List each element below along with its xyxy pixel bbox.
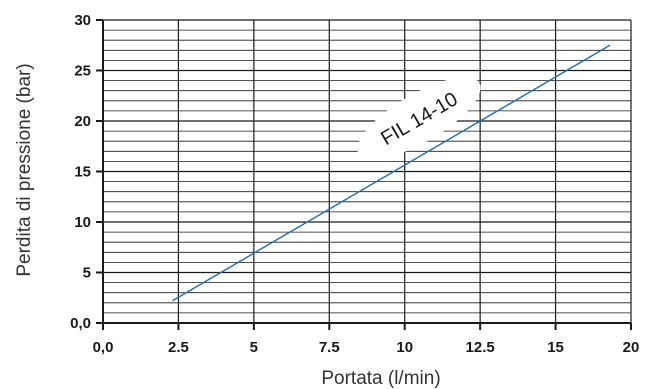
- x-tick-label: 2.5: [168, 339, 189, 356]
- x-tick-labels: 0,0 2.5 5 7.5 10 12.5 15 20: [93, 339, 640, 356]
- y-tick-label: 30: [74, 12, 91, 29]
- major-gridlines: [102, 19, 632, 324]
- x-tick-label: 5: [250, 339, 258, 356]
- y-tick-labels: 0,0 5 10 15 20 25 30: [70, 12, 91, 332]
- series-line: [172, 44, 611, 302]
- y-tick-label: 10: [74, 214, 91, 231]
- x-tick-label: 7.5: [319, 339, 340, 356]
- y-tick-label: 5: [83, 265, 91, 282]
- axes: [96, 19, 632, 330]
- x-tick-label: 10: [396, 339, 413, 356]
- y-tick-label: 25: [74, 63, 91, 80]
- y-tick-label: 20: [74, 113, 91, 130]
- x-tick-label: 20: [623, 339, 640, 356]
- y-axis-title: Perdita di pressione (bar): [14, 63, 35, 276]
- y-tick-label: 15: [74, 164, 91, 181]
- y-tick-label: 0,0: [70, 315, 91, 332]
- x-tick-label: 15: [547, 339, 564, 356]
- x-axis-title: Portata (l/min): [321, 368, 440, 389]
- x-tick-label: 0,0: [93, 339, 114, 356]
- series-label-halo: [357, 77, 481, 160]
- x-tick-label: 12.5: [466, 339, 495, 356]
